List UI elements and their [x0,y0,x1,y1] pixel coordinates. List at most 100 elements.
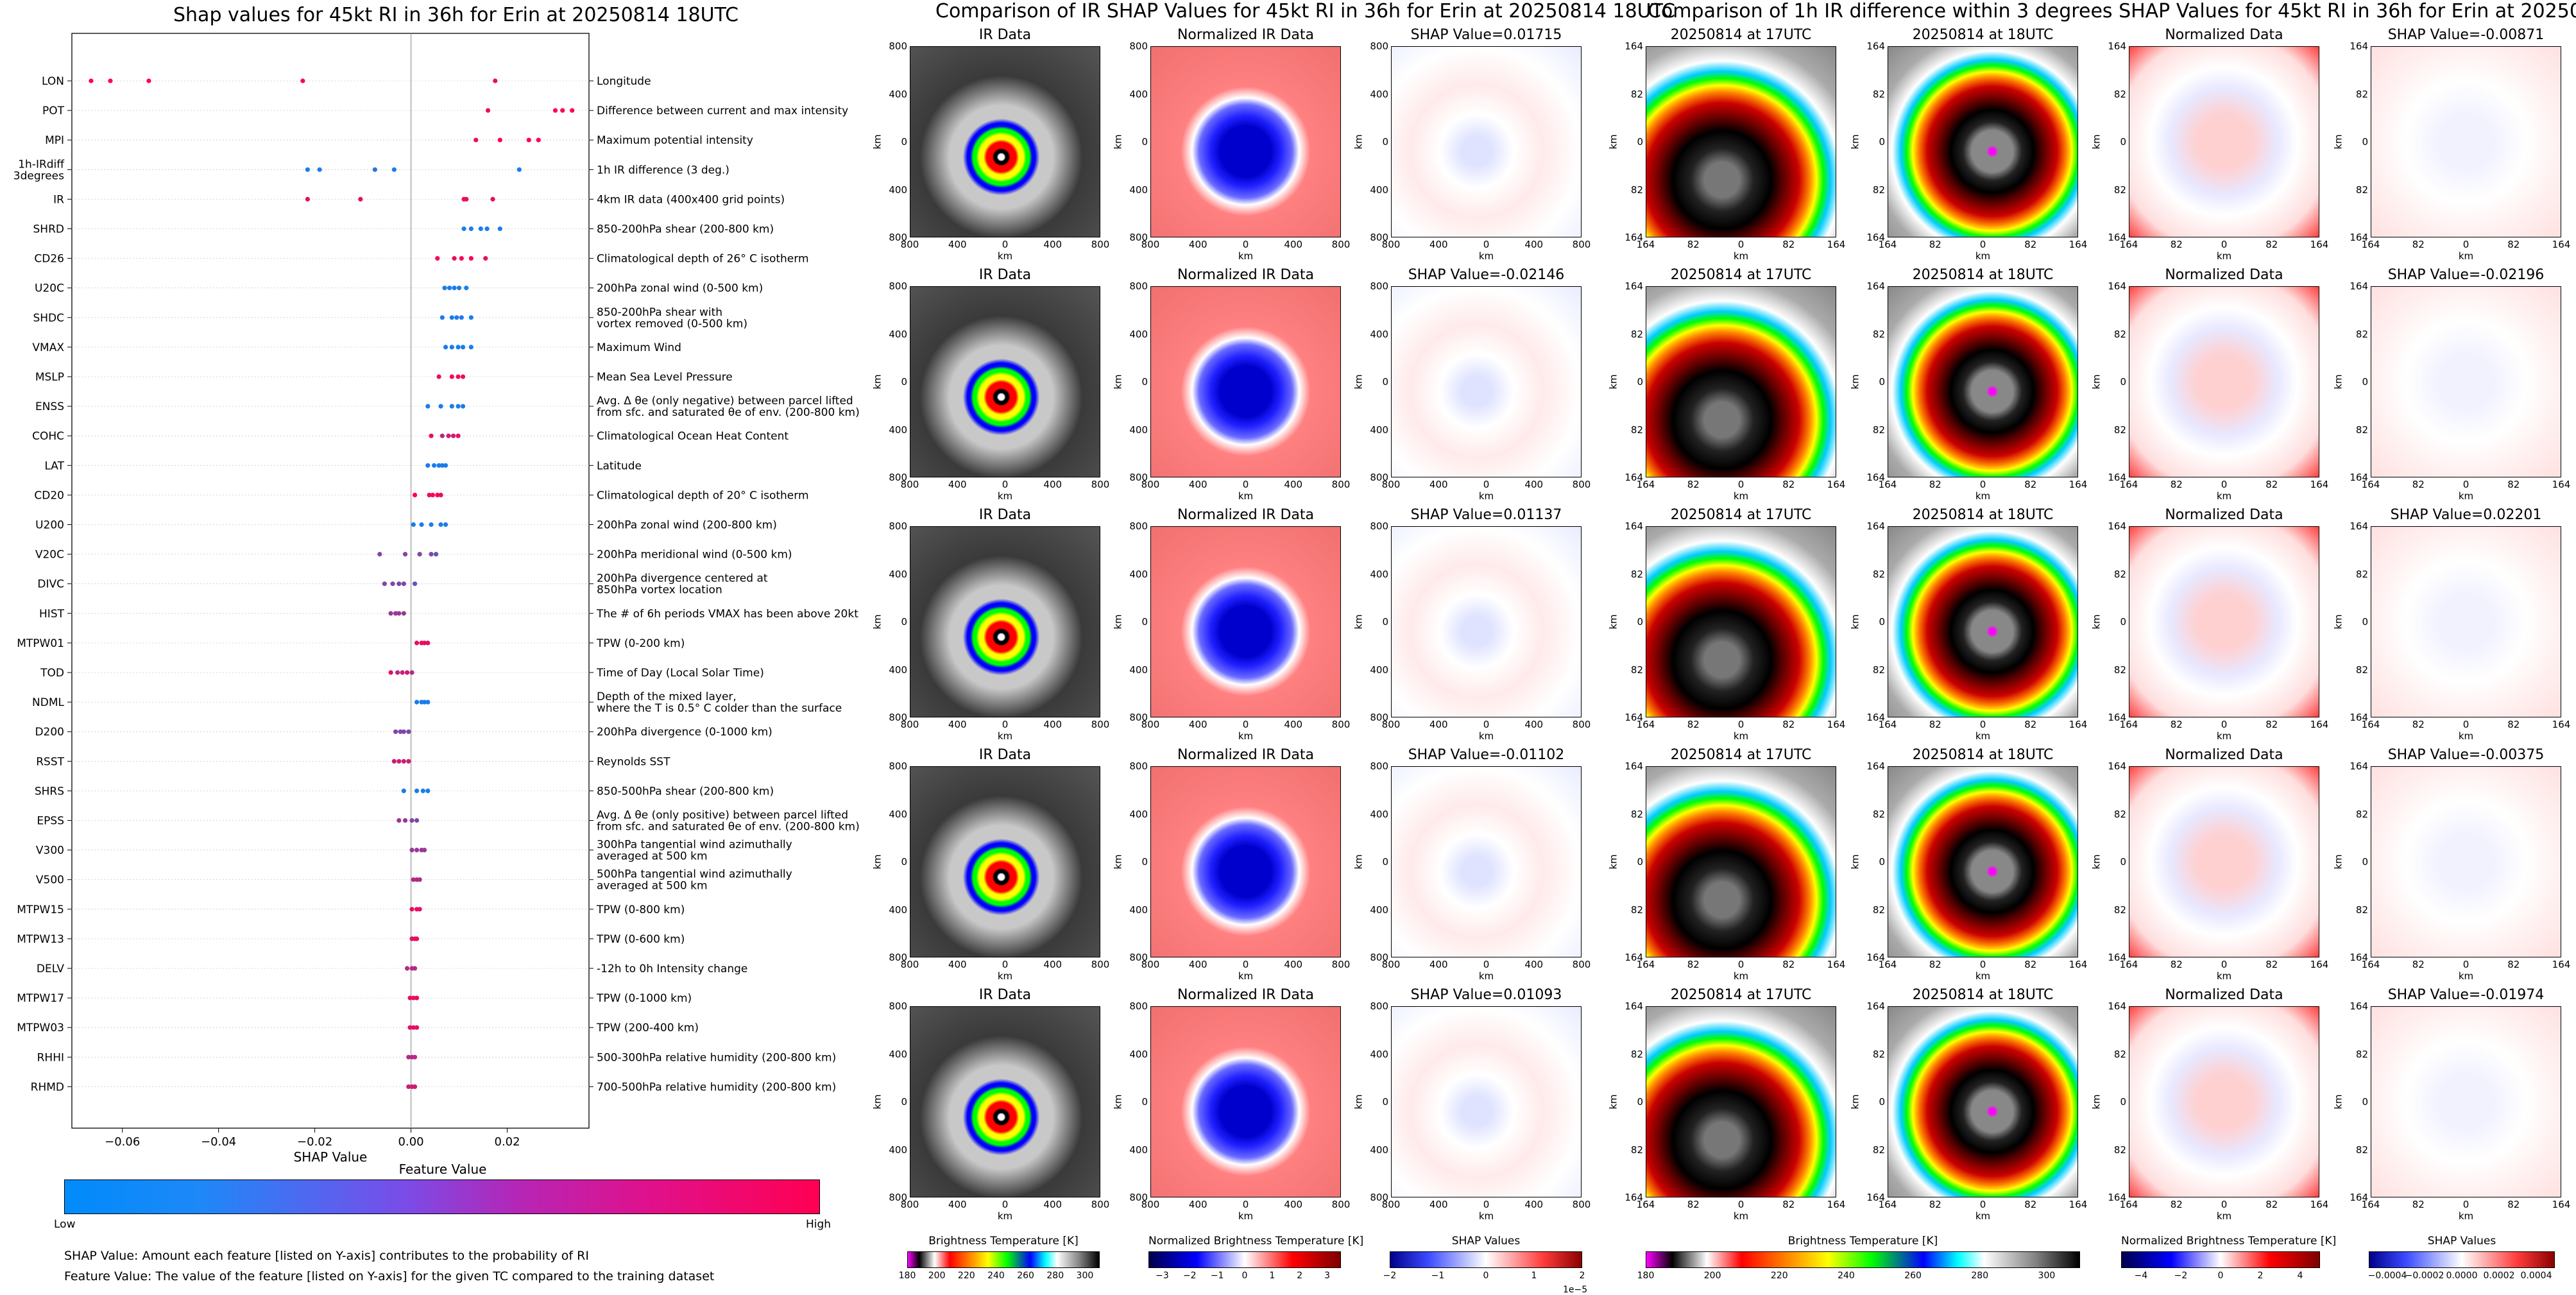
panel-ytick-label: 0 [901,136,907,148]
panel-ytick-label: 400 [1370,424,1388,436]
shap-point [536,137,541,142]
panel-xtick-label: 164 [1636,959,1655,970]
panel-ytick-label: 800 [889,712,907,723]
shap-point [406,759,411,764]
panel-xtick-label: 400 [1429,1199,1448,1210]
shap-point [414,699,420,705]
ir-shap-colorbar [1390,1251,1582,1268]
colorbar-label: SHAP Values [2427,1235,2496,1248]
panel-xtick-label: 400 [1188,1199,1207,1210]
panel-ytick-label: 82 [1630,88,1643,100]
shap-point [377,552,382,557]
shap-point [401,581,406,587]
panel-xtick-label: 82 [1929,1199,1941,1210]
colorbar-tick-label: 0 [2217,1271,2224,1281]
panel-xtick-label: 82 [2265,239,2278,250]
panel-xtick-label: 82 [1782,479,1795,490]
shap-point [406,729,411,734]
panel-ylabel: km [871,134,883,150]
xtick-label: −0.02 [297,1135,332,1149]
panel-xtick-label: 800 [1331,959,1351,970]
normalized-ir-panel [1150,526,1341,717]
shap-point [406,1054,411,1059]
shap-point [436,463,441,468]
panel-title: 20250814 at 18UTC [1912,267,2054,283]
shap-point [459,315,464,320]
panel-xtick-label: 164 [2552,479,2571,490]
panel-ytick-label: 164 [2108,280,2126,292]
feature-name-label: VMAX [32,341,64,354]
shap-point [443,463,448,468]
panel-ytick-label: 0 [2120,856,2126,868]
shap-point [305,167,310,172]
panel-xtick-label: 0 [1979,1199,1986,1210]
panel-ytick-label: 82 [2113,184,2126,196]
panel-ytick-label: 0 [1637,1096,1643,1108]
panel-xtick-label: 0 [1242,239,1249,250]
summary-chart-title: Shap values for 45kt RI in 36h for Erin … [173,4,739,26]
panel-title: 20250814 at 17UTC [1670,747,1812,763]
panel-xtick-label: 400 [1188,479,1207,490]
panel-xlabel: km [2216,1210,2232,1222]
shap-point [456,404,461,409]
colorbar-tick-label: −1 [1210,1271,1224,1281]
feature-name-label: SHRD [33,223,64,236]
shap-point [485,108,491,113]
shap-point [390,581,395,587]
panel-ylabel: km [1352,1094,1365,1110]
feature-desc-label: 1h IR difference (3 deg.) [597,164,729,176]
panel-ylabel: km [871,374,883,390]
ir-data-panel [910,766,1100,957]
panel-xlabel: km [2458,490,2474,502]
panel-ytick-label: 164 [2108,520,2126,532]
panel-xlabel: km [2458,1210,2474,1222]
panel-xtick-label: 400 [1284,239,1303,250]
shap-point [497,226,502,232]
panel-ytick-label: 800 [1370,280,1388,292]
panel-xtick-label: 800 [900,959,919,970]
panel-ytick-label: 0 [1141,856,1148,868]
shap-point [393,611,398,616]
panel-ytick-label: 82 [2355,424,2368,436]
panel-xtick-label: 800 [1381,479,1401,490]
panel-ytick-label: 0 [1141,616,1148,628]
panel-xtick-label: 800 [1141,239,1160,250]
panel-ytick-label: 164 [2350,280,2368,292]
shap-point [407,1025,413,1030]
feature-name-label: MTPW01 [17,637,64,650]
shap-point [388,611,393,616]
panel-ytick-label: 400 [1370,328,1388,340]
colorbar-tick-label: 240 [1838,1271,1855,1281]
panel-xtick-label: 400 [1524,719,1544,730]
panel-xtick-label: 400 [1284,959,1303,970]
shap-point [409,848,414,853]
shap-point [404,966,410,971]
panel-xlabel: km [2458,970,2474,982]
colorbar-tick-label: 1 [1269,1271,1275,1281]
panel-title: SHAP Value=0.01093 [1410,987,1562,1003]
shap-point [438,492,443,498]
feature-name-label: LAT [44,459,64,472]
panel-ytick-label: 400 [1370,1048,1388,1060]
feature-name-label: SHDC [33,312,64,325]
feature-desc-label: Longitude [597,75,651,88]
panel-xtick-label: 82 [2024,479,2037,490]
feature-desc-label: The # of 6h periods VMAX has been above … [596,608,858,621]
shap-point [401,788,406,793]
shap-point [401,611,406,616]
feature-name-label: TOD [40,667,64,680]
shap-point [456,374,461,379]
panel-ytick-label: 164 [2350,1000,2368,1012]
shap-point [397,818,402,823]
panel-xtick-label: 82 [2507,959,2520,970]
panel-xtick-label: 82 [2265,1199,2278,1210]
panel-ytick-label: 0 [1879,1096,1885,1108]
panel-ytick-label: 82 [2355,568,2368,580]
panel-ytick-label: 164 [2350,760,2368,772]
panel-xtick-label: 800 [1091,239,1110,250]
shap-point [401,729,406,734]
panel-ytick-label: 164 [2350,232,2368,243]
shap-point [412,1054,418,1059]
colorbar-tick-label: 0 [1483,1271,1489,1281]
panel-xtick-label: 0 [1002,719,1009,730]
